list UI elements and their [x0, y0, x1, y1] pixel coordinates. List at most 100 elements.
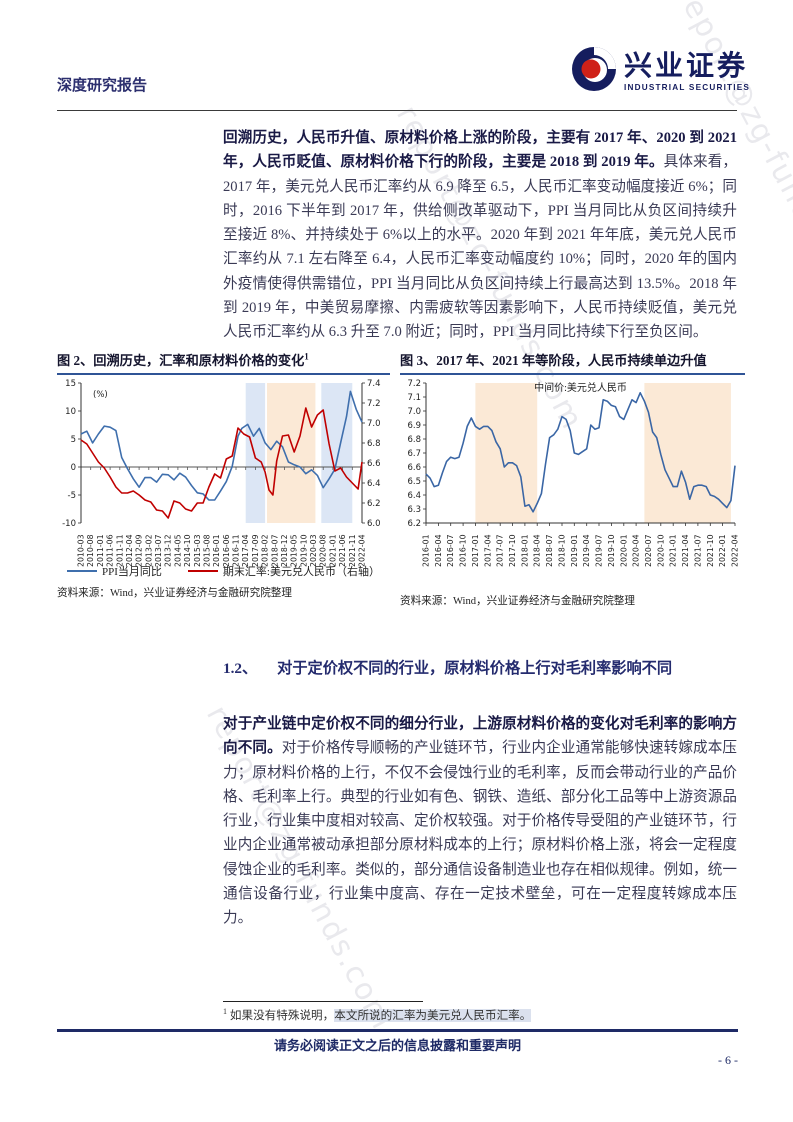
- paragraph-bold-lead: 对于产业链中定价权不同的细分行业，上游原材料价格的变化对毛利率的影响方向不同。: [223, 716, 737, 757]
- legend-line-swatch: [67, 569, 98, 573]
- footnote: 1 如果没有特殊说明，本文所说的汇率为美元兑人民币汇率。: [223, 1007, 737, 1023]
- svg-text:6.9: 6.9: [407, 421, 421, 431]
- header-divider: [57, 110, 737, 111]
- svg-text:6.2: 6.2: [367, 499, 381, 509]
- svg-text:2015-08: 2015-08: [203, 534, 212, 567]
- svg-text:6.4: 6.4: [367, 479, 381, 489]
- figure-3: 图 3、2017 年、2021 年等阶段，人民币持续单边升值 7.2 7.1 7.0…: [400, 350, 745, 608]
- section-heading-1-2: 1.2、 对于定价权不同的行业，原材料价格上行对毛利率影响不同: [223, 656, 672, 678]
- svg-text:2013-12: 2013-12: [164, 534, 173, 567]
- svg-text:7.1: 7.1: [407, 393, 421, 403]
- legend-label: PPI当月同比: [102, 566, 162, 578]
- figure-2-legend: PPI当月同比 期末汇率:美元兑人民币（右轴）: [57, 563, 390, 579]
- figure-2-source: 资料来源：Wind，兴业证券经济与金融研究院整理: [57, 588, 292, 599]
- brand-name: 兴业证券: [624, 50, 749, 82]
- svg-text:7.4: 7.4: [367, 379, 381, 389]
- svg-text:2018-02: 2018-02: [261, 534, 270, 567]
- svg-text:2010-03: 2010-03: [77, 534, 86, 567]
- svg-text:2020-10: 2020-10: [656, 534, 665, 567]
- svg-text:2019-10: 2019-10: [607, 534, 616, 567]
- footnote-text: 如果没有特殊说明，: [227, 1009, 335, 1022]
- legend-item-fx: 期末汇率:美元兑人民币（右轴）: [187, 563, 380, 579]
- svg-text:2013-07: 2013-07: [154, 534, 163, 567]
- figure-3-chart: 7.2 7.1 7.0 6.9 6.8 6.7 6.6 6.5 6.4 6.3 6.22016-01…: [407, 379, 739, 567]
- svg-text:10: 10: [65, 407, 76, 417]
- paragraph-pricing-power: 对于产业链中定价权不同的细分行业，上游原材料价格的变化对毛利率的影响方向不同。对…: [223, 712, 737, 931]
- svg-text:0: 0: [71, 463, 76, 473]
- svg-text:7.2: 7.2: [367, 399, 381, 409]
- svg-text:2012-09: 2012-09: [135, 534, 144, 567]
- footnote-marker: 1: [223, 1007, 227, 1017]
- svg-text:2020-03: 2020-03: [309, 534, 318, 567]
- svg-text:2021-10: 2021-10: [706, 534, 715, 567]
- svg-text:2014-05: 2014-05: [173, 534, 182, 567]
- svg-text:2020-01: 2020-01: [619, 534, 628, 567]
- svg-text:7.2: 7.2: [407, 379, 421, 389]
- brand-name-en: INDUSTRIAL SECURITIES: [624, 82, 751, 92]
- figure-2: 图 2、回溯历史，汇率和原材料价格的变化1 15 10 5 0 -5 -10 7.4 7.2 7…: [57, 350, 390, 600]
- svg-text:7.0: 7.0: [367, 419, 381, 429]
- svg-text:2011-01: 2011-01: [96, 534, 105, 567]
- logo-icon: [571, 46, 617, 97]
- svg-text:2016-11: 2016-11: [232, 534, 241, 567]
- page-number: - 6 -: [718, 1053, 738, 1067]
- svg-text:2021-01: 2021-01: [669, 534, 678, 567]
- svg-text:2020-04: 2020-04: [632, 534, 641, 567]
- svg-text:6.8: 6.8: [367, 439, 381, 449]
- svg-text:2021-04: 2021-04: [681, 534, 690, 567]
- svg-text:2019-04: 2019-04: [582, 534, 591, 567]
- legend-item-ppi: PPI当月同比: [67, 563, 162, 579]
- svg-text:6.7: 6.7: [407, 449, 421, 459]
- svg-text:2016-10: 2016-10: [459, 534, 468, 567]
- svg-text:2011-11: 2011-11: [115, 534, 124, 567]
- footnote-highlight: 本文所说的汇率为美元兑人民币汇率。: [334, 1009, 532, 1022]
- footnote-divider: [223, 1001, 423, 1002]
- svg-text:2016-06: 2016-06: [222, 534, 231, 567]
- svg-text:6.6: 6.6: [407, 463, 421, 473]
- svg-text:2017-09: 2017-09: [251, 534, 260, 567]
- svg-text:2019-05: 2019-05: [290, 534, 299, 567]
- svg-text:5: 5: [71, 435, 76, 445]
- svg-text:2018-10: 2018-10: [558, 534, 567, 567]
- svg-text:2010-08: 2010-08: [86, 534, 95, 567]
- svg-text:2016-01: 2016-01: [212, 534, 221, 567]
- svg-text:2018-12: 2018-12: [280, 534, 289, 567]
- svg-text:2022-01: 2022-01: [718, 534, 727, 567]
- svg-text:2017-10: 2017-10: [508, 534, 517, 567]
- svg-text:2017-07: 2017-07: [496, 534, 505, 567]
- svg-text:中间价:美元兑人民币: 中间价:美元兑人民币: [534, 381, 627, 394]
- paragraph-history-review: 回溯历史，人民币升值、原材料价格上涨的阶段，主要有 2017 年、2020 到 …: [223, 126, 737, 345]
- svg-text:(%): (%): [93, 390, 108, 400]
- footnote-ref: 1: [304, 351, 309, 362]
- svg-text:2018-07: 2018-07: [270, 534, 279, 567]
- svg-text:2011-06: 2011-06: [106, 534, 115, 567]
- svg-text:2013-02: 2013-02: [144, 534, 153, 567]
- footer-disclaimer: 请务必阅读正文之后的信息披露和重要声明: [273, 1038, 521, 1053]
- svg-text:6.8: 6.8: [407, 435, 421, 445]
- svg-text:2019-10: 2019-10: [299, 534, 308, 567]
- svg-text:2021-01: 2021-01: [328, 534, 337, 567]
- svg-text:6.6: 6.6: [367, 459, 381, 469]
- figure-2-chart: 15 10 5 0 -5 -10 7.4 7.2 7.0 6.8 6.6 6.4 6.2 6.0 2010-…: [62, 379, 381, 567]
- paragraph-body: 具体来看，2017 年，美元兑人民币汇率约从 6.9 降至 6.5，人民币汇率变…: [223, 154, 737, 341]
- svg-text:15: 15: [65, 379, 76, 389]
- svg-text:6.5: 6.5: [407, 477, 421, 487]
- section-title: 对于定价权不同的行业，原材料价格上行对毛利率影响不同: [277, 660, 673, 677]
- svg-text:2016-04: 2016-04: [434, 534, 443, 567]
- svg-text:2020-08: 2020-08: [319, 534, 328, 567]
- svg-text:6.0: 6.0: [367, 519, 381, 529]
- section-number: 1.2、: [223, 660, 258, 677]
- svg-text:2012-04: 2012-04: [125, 534, 134, 567]
- svg-text:2021-11: 2021-11: [348, 534, 357, 567]
- svg-text:2019-01: 2019-01: [570, 534, 579, 567]
- figure-3-source: 资料来源：Wind，兴业证券经济与金融研究院整理: [400, 596, 635, 607]
- svg-text:2020-07: 2020-07: [644, 534, 653, 567]
- svg-text:2017-01: 2017-01: [471, 534, 480, 567]
- svg-text:6.2: 6.2: [407, 519, 421, 529]
- svg-text:6.4: 6.4: [407, 491, 421, 501]
- svg-text:-5: -5: [68, 491, 76, 501]
- svg-text:2018-07: 2018-07: [545, 534, 554, 567]
- svg-text:2017-04: 2017-04: [241, 534, 250, 567]
- svg-text:2015-03: 2015-03: [193, 534, 202, 567]
